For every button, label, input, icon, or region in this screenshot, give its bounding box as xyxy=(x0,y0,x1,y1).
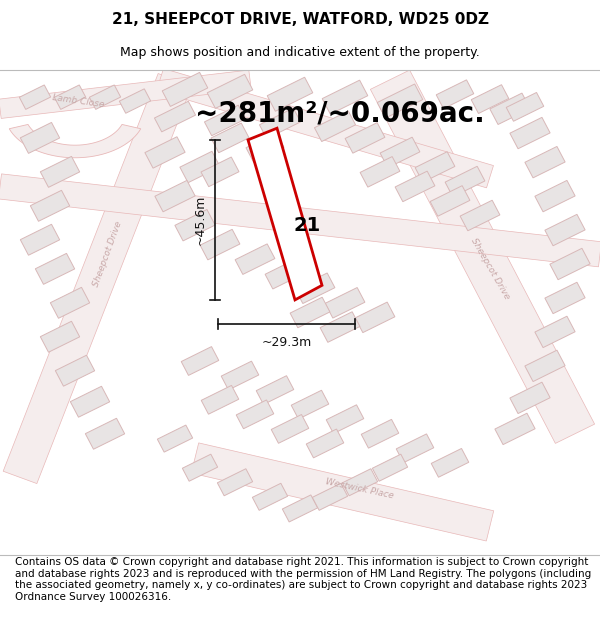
Polygon shape xyxy=(200,229,240,260)
Polygon shape xyxy=(20,224,59,255)
Polygon shape xyxy=(306,429,344,458)
Text: Sheepcot Drive: Sheepcot Drive xyxy=(92,220,124,288)
Polygon shape xyxy=(145,137,185,168)
Polygon shape xyxy=(9,124,141,158)
Polygon shape xyxy=(314,111,356,141)
Polygon shape xyxy=(55,355,95,386)
Polygon shape xyxy=(291,390,329,419)
Polygon shape xyxy=(510,118,550,149)
Polygon shape xyxy=(361,419,399,448)
Polygon shape xyxy=(207,74,253,108)
Text: Contains OS data © Crown copyright and database right 2021. This information is : Contains OS data © Crown copyright and d… xyxy=(15,557,591,602)
Polygon shape xyxy=(259,108,301,139)
Polygon shape xyxy=(525,146,565,178)
Polygon shape xyxy=(256,376,294,404)
Polygon shape xyxy=(326,405,364,434)
Polygon shape xyxy=(267,78,313,111)
Polygon shape xyxy=(235,244,275,274)
Text: 21: 21 xyxy=(293,216,320,235)
Polygon shape xyxy=(495,413,535,444)
Polygon shape xyxy=(545,214,585,246)
Text: 21, SHEEPCOT DRIVE, WATFORD, WD25 0DZ: 21, SHEEPCOT DRIVE, WATFORD, WD25 0DZ xyxy=(112,12,488,27)
Polygon shape xyxy=(211,123,249,152)
Polygon shape xyxy=(89,85,121,109)
Text: ~29.3m: ~29.3m xyxy=(262,336,311,349)
Polygon shape xyxy=(510,382,550,414)
Polygon shape xyxy=(395,171,435,202)
Polygon shape xyxy=(70,386,110,418)
Polygon shape xyxy=(0,174,600,267)
Polygon shape xyxy=(271,414,309,443)
Polygon shape xyxy=(20,122,59,153)
Polygon shape xyxy=(40,321,80,352)
Polygon shape xyxy=(119,89,151,113)
Polygon shape xyxy=(246,132,284,162)
Polygon shape xyxy=(31,191,70,221)
Polygon shape xyxy=(360,157,400,187)
Polygon shape xyxy=(191,443,494,541)
Polygon shape xyxy=(380,137,420,168)
Text: Map shows position and indicative extent of the property.: Map shows position and indicative extent… xyxy=(120,46,480,59)
Polygon shape xyxy=(180,151,220,182)
Polygon shape xyxy=(248,128,322,300)
Polygon shape xyxy=(550,248,590,280)
Polygon shape xyxy=(436,80,474,109)
Polygon shape xyxy=(322,80,368,114)
Polygon shape xyxy=(236,400,274,429)
Polygon shape xyxy=(154,101,196,132)
Polygon shape xyxy=(415,152,455,182)
Polygon shape xyxy=(205,105,245,136)
Polygon shape xyxy=(370,70,595,443)
Polygon shape xyxy=(40,156,80,188)
Polygon shape xyxy=(295,273,335,304)
Polygon shape xyxy=(201,157,239,187)
Polygon shape xyxy=(0,70,251,118)
Polygon shape xyxy=(355,302,395,332)
Polygon shape xyxy=(506,92,544,121)
Polygon shape xyxy=(396,434,434,462)
Polygon shape xyxy=(345,122,385,153)
Text: Sheepcot Drive: Sheepcot Drive xyxy=(469,237,511,301)
Polygon shape xyxy=(181,347,219,376)
Polygon shape xyxy=(157,425,193,452)
Polygon shape xyxy=(431,449,469,478)
Polygon shape xyxy=(325,288,365,318)
Polygon shape xyxy=(19,85,50,109)
Polygon shape xyxy=(283,495,317,522)
Polygon shape xyxy=(182,454,218,481)
Polygon shape xyxy=(471,85,509,114)
Polygon shape xyxy=(155,181,195,212)
Polygon shape xyxy=(525,350,565,381)
Polygon shape xyxy=(201,386,239,414)
Polygon shape xyxy=(35,253,74,284)
Text: ~281m²/~0.069ac.: ~281m²/~0.069ac. xyxy=(195,99,485,127)
Polygon shape xyxy=(343,469,377,496)
Text: Lamb Close: Lamb Close xyxy=(52,93,104,109)
Polygon shape xyxy=(373,454,407,481)
Polygon shape xyxy=(313,483,347,511)
Polygon shape xyxy=(175,209,215,241)
Polygon shape xyxy=(157,69,493,188)
Polygon shape xyxy=(217,469,253,496)
Polygon shape xyxy=(55,85,86,109)
Polygon shape xyxy=(545,282,585,314)
Polygon shape xyxy=(490,93,530,124)
Polygon shape xyxy=(265,258,305,289)
Polygon shape xyxy=(3,74,192,484)
Polygon shape xyxy=(85,418,125,449)
Polygon shape xyxy=(221,361,259,390)
Polygon shape xyxy=(253,483,287,511)
Text: ~45.6m: ~45.6m xyxy=(194,194,207,245)
Polygon shape xyxy=(460,200,500,231)
Polygon shape xyxy=(290,298,330,328)
Polygon shape xyxy=(377,84,423,118)
Polygon shape xyxy=(320,312,360,342)
Polygon shape xyxy=(430,186,470,216)
Text: Westwick Place: Westwick Place xyxy=(325,478,395,501)
Polygon shape xyxy=(535,181,575,212)
Polygon shape xyxy=(50,288,89,318)
Polygon shape xyxy=(445,166,485,197)
Polygon shape xyxy=(535,316,575,348)
Polygon shape xyxy=(162,72,208,106)
